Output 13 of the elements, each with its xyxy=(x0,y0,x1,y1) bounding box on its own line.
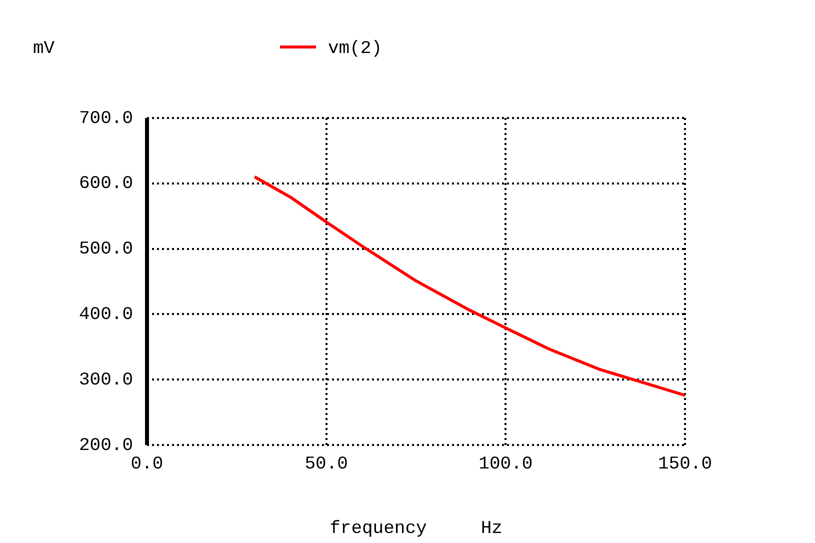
x-tick-label: 0.0 xyxy=(130,454,164,475)
x-tick-label: 50.0 xyxy=(304,454,348,475)
x-tick-label: 150.0 xyxy=(658,454,712,475)
y-tick-label: 500.0 xyxy=(78,240,133,260)
y-tick-label: 300.0 xyxy=(78,370,133,390)
y-tick-label: 700.0 xyxy=(78,108,133,129)
y-tick-label: 400.0 xyxy=(78,304,133,325)
y-tick-label: 200.0 xyxy=(78,436,133,456)
legend-label: vm(2) xyxy=(328,38,382,59)
y-tick-label: 600.0 xyxy=(78,174,133,194)
x-tick-label: 100.0 xyxy=(478,454,533,475)
y-axis-title: mV xyxy=(33,38,55,59)
x-axis-title: frequency Hz xyxy=(330,518,502,539)
